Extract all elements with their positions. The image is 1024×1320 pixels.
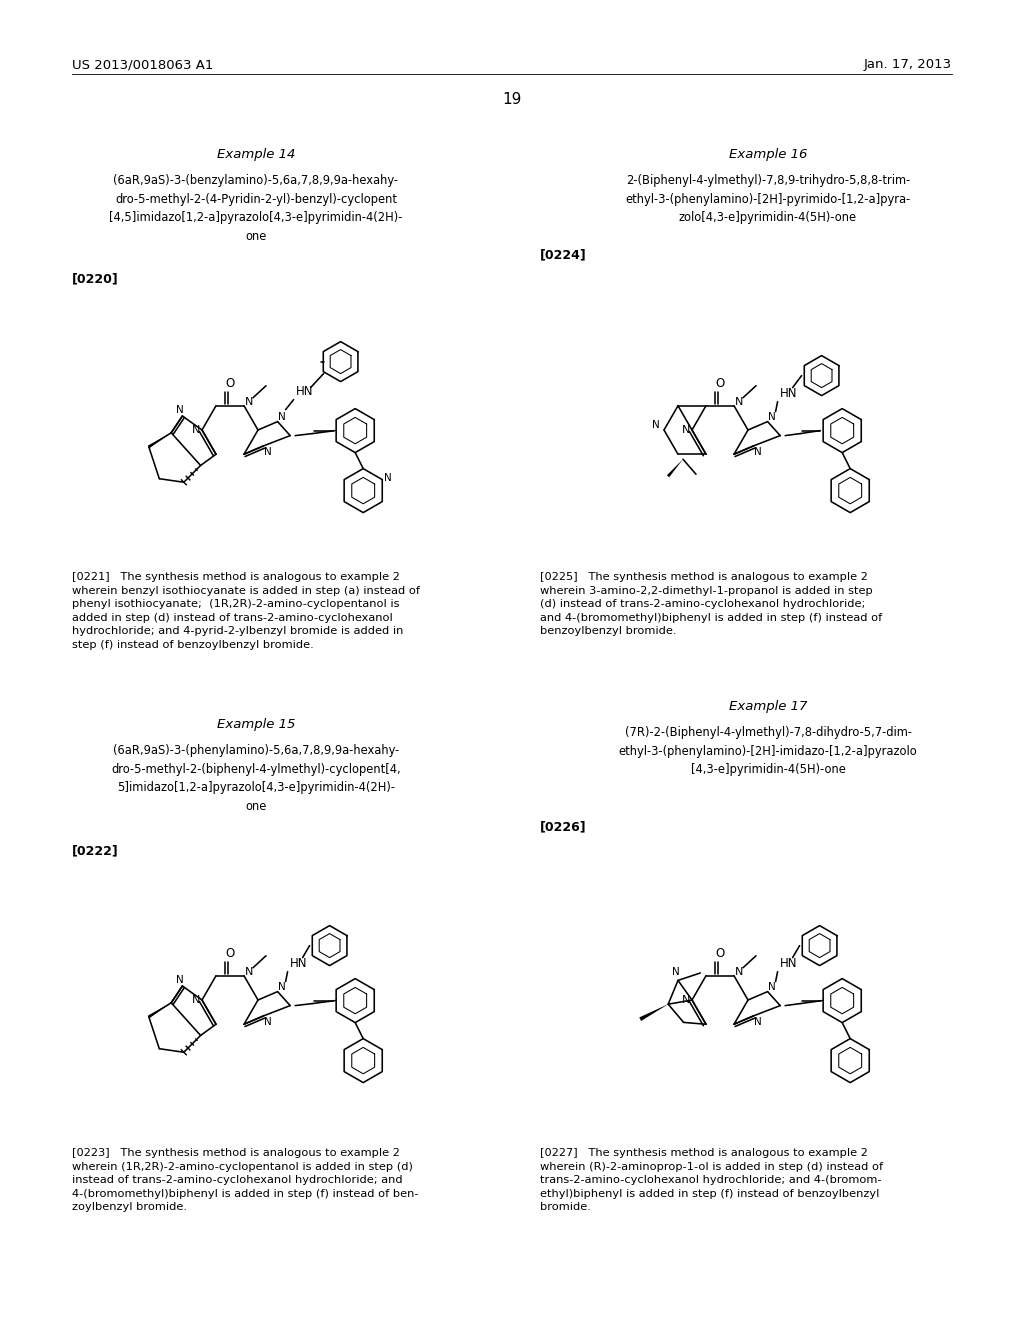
Text: HN: HN — [290, 957, 307, 970]
Text: N: N — [264, 1016, 271, 1027]
Text: N: N — [682, 995, 690, 1005]
Text: N: N — [735, 397, 743, 407]
Polygon shape — [148, 1003, 171, 1018]
Text: N: N — [191, 425, 200, 436]
Text: (6aR,9aS)-3-(phenylamino)-5,6a,7,8,9,9a-hexahy-
dro-5-methyl-2-(biphenyl-4-ylmet: (6aR,9aS)-3-(phenylamino)-5,6a,7,8,9,9a-… — [112, 744, 400, 813]
Text: (7R)-2-(Biphenyl-4-ylmethyl)-7,8-dihydro-5,7-dim-
ethyl-3-(phenylamino)-[2H]-imi: (7R)-2-(Biphenyl-4-ylmethyl)-7,8-dihydro… — [618, 726, 918, 776]
Text: O: O — [716, 948, 725, 960]
Text: O: O — [225, 378, 234, 391]
Text: N: N — [754, 1016, 762, 1027]
Text: Example 14: Example 14 — [217, 148, 295, 161]
Text: N: N — [278, 982, 286, 991]
Text: Jan. 17, 2013: Jan. 17, 2013 — [864, 58, 952, 71]
Text: 19: 19 — [503, 92, 521, 107]
Text: [0220]: [0220] — [72, 272, 119, 285]
Text: [0225]   The synthesis method is analogous to example 2
wherein 3-amino-2,2-dime: [0225] The synthesis method is analogous… — [540, 572, 883, 636]
Text: US 2013/0018063 A1: US 2013/0018063 A1 — [72, 58, 213, 71]
Text: [0224]: [0224] — [540, 248, 587, 261]
Text: [0226]: [0226] — [540, 820, 587, 833]
Text: Example 17: Example 17 — [729, 700, 807, 713]
Polygon shape — [148, 433, 171, 447]
Text: [0227]   The synthesis method is analogous to example 2
wherein (R)-2-aminoprop-: [0227] The synthesis method is analogous… — [540, 1148, 883, 1212]
Text: HN: HN — [296, 385, 313, 399]
Text: [0221]   The synthesis method is analogous to example 2
wherein benzyl isothiocy: [0221] The synthesis method is analogous… — [72, 572, 420, 649]
Text: N: N — [682, 425, 690, 436]
Text: N: N — [264, 447, 271, 457]
Text: N: N — [735, 966, 743, 977]
Text: N: N — [245, 966, 253, 977]
Text: N: N — [768, 982, 775, 991]
Text: N: N — [652, 420, 659, 430]
Text: N: N — [175, 975, 183, 985]
Text: [0223]   The synthesis method is analogous to example 2
wherein (1R,2R)-2-amino-: [0223] The synthesis method is analogous… — [72, 1148, 419, 1212]
Text: N: N — [768, 412, 775, 421]
Text: 2-(Biphenyl-4-ylmethyl)-7,8,9-trihydro-5,8,8-trim-
ethyl-3-(phenylamino)-[2H]-py: 2-(Biphenyl-4-ylmethyl)-7,8,9-trihydro-5… — [626, 174, 910, 224]
Text: O: O — [225, 948, 234, 960]
Text: (6aR,9aS)-3-(benzylamino)-5,6a,7,8,9,9a-hexahy-
dro-5-methyl-2-(4-Pyridin-2-yl)-: (6aR,9aS)-3-(benzylamino)-5,6a,7,8,9,9a-… — [110, 174, 402, 243]
Text: [0222]: [0222] — [72, 843, 119, 857]
Text: N: N — [754, 447, 762, 457]
Polygon shape — [667, 459, 683, 478]
Polygon shape — [639, 1005, 669, 1020]
Text: HN: HN — [779, 387, 797, 400]
Text: N: N — [191, 995, 200, 1005]
Text: O: O — [716, 378, 725, 391]
Text: N: N — [672, 968, 680, 977]
Text: N: N — [278, 412, 286, 421]
Text: Example 15: Example 15 — [217, 718, 295, 731]
Text: N: N — [175, 405, 183, 414]
Text: N: N — [384, 473, 392, 483]
Text: Example 16: Example 16 — [729, 148, 807, 161]
Text: HN: HN — [779, 957, 797, 970]
Text: N: N — [245, 397, 253, 407]
